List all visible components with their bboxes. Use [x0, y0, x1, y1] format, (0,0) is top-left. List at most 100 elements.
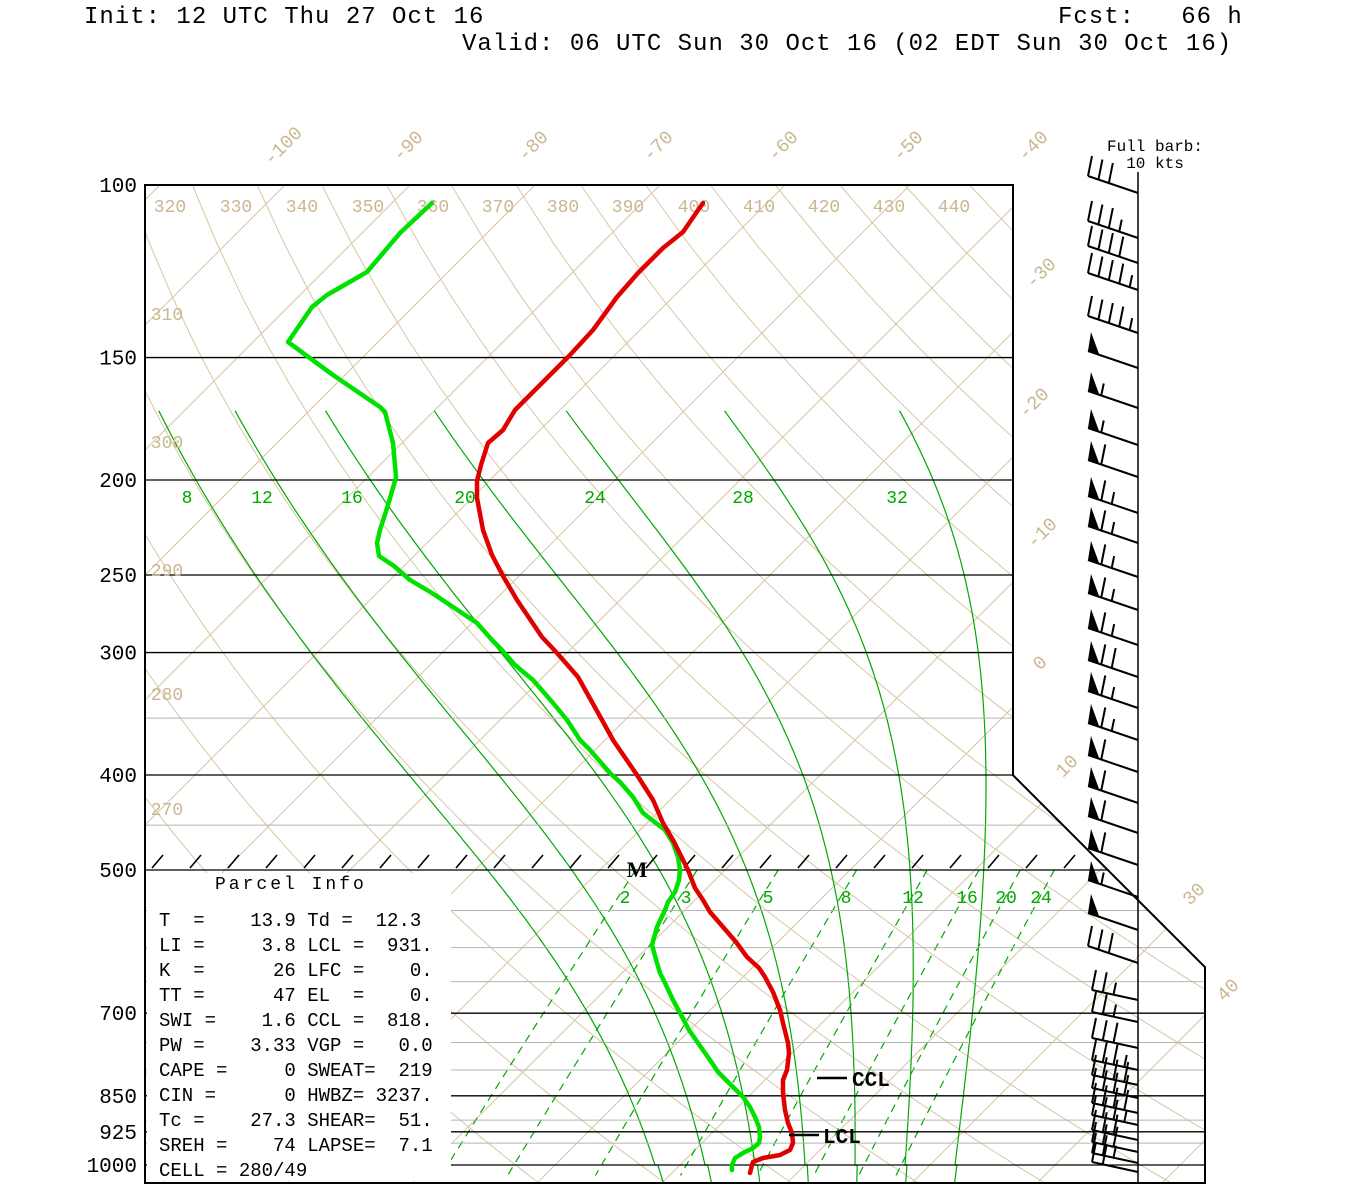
wind-barb	[1087, 704, 1139, 741]
theta-label: 350	[352, 198, 384, 218]
mixing-ratio-label: 16	[956, 889, 978, 909]
parcel-info-title: Parcel Info	[215, 875, 367, 895]
valid-time-label: Valid: 06 UTC Sun 30 Oct 16 (02 EDT Sun …	[462, 31, 1233, 58]
mixing-ratio-label: 24	[1030, 889, 1052, 909]
temperature-curve	[474, 200, 796, 1176]
freezing-hatch-marks	[151, 854, 1076, 869]
dry-adiabat-labels: 320 330 340 350 360 370 380 390 400 410 420 430 4403…	[151, 198, 970, 821]
theta-label: 370	[482, 198, 514, 218]
theta-label: 380	[547, 198, 579, 218]
theta-label: 330	[220, 198, 252, 218]
isotherm-label: -30	[1022, 254, 1062, 294]
wind-barb	[1091, 991, 1139, 1023]
moist-adiabat-label: 8	[182, 489, 193, 509]
wind-barb-legend: Full barb:10 kts	[1107, 138, 1203, 173]
pressure-label: 925	[99, 1123, 137, 1146]
wind-barb	[1087, 409, 1139, 446]
mixing-ratio-label: 5	[763, 889, 774, 909]
theta-label: 280	[151, 686, 183, 706]
wind-barb	[1087, 252, 1139, 291]
wind-barb	[1091, 1094, 1139, 1126]
theta-label: 360	[417, 198, 449, 218]
wind-barb	[1087, 332, 1139, 369]
isotherm-label: 10	[1052, 751, 1084, 783]
ccl-label: CCL	[852, 1070, 890, 1093]
theta-label: 270	[151, 801, 183, 821]
isotherm-label: -90	[389, 127, 429, 167]
isotherm-label: -40	[1014, 127, 1054, 167]
wind-barb	[1087, 507, 1139, 544]
pressure-label: 400	[99, 766, 137, 789]
theta-label: 390	[612, 198, 644, 218]
lcl-label: LCL	[823, 1127, 861, 1150]
wind-barb	[1091, 1132, 1139, 1164]
wind-barb	[1091, 1141, 1139, 1173]
pressure-label: 700	[99, 1004, 137, 1027]
wind-barb	[1087, 861, 1139, 898]
wind-barb	[1087, 574, 1139, 611]
wind-barb	[1087, 477, 1139, 514]
parcel-info-values: T = 13.9 Td = 12.3 LI = 3.8 LCL = 931. K…	[159, 910, 433, 1182]
theta-label: 410	[743, 198, 775, 218]
wind-barb	[1087, 736, 1139, 773]
moist-adiabats	[158, 410, 987, 1183]
mixing-ratio-label: 12	[902, 889, 924, 909]
mixing-ratio-lines	[440, 869, 1055, 1176]
wind-barb	[1087, 767, 1139, 804]
forecast-hour-label: Fcst: 66 h	[1058, 4, 1243, 31]
theta-label: 340	[286, 198, 318, 218]
moist-adiabat-label: 12	[251, 489, 273, 509]
wind-barb	[1091, 1082, 1139, 1114]
pressure-label: 150	[99, 349, 137, 372]
wind-barb	[1087, 829, 1139, 866]
init-time-label: Init: 12 UTC Thu 27 Oct 16	[84, 4, 485, 31]
wind-barb	[1087, 797, 1139, 834]
theta-label: 300	[151, 434, 183, 454]
pressure-label: 100	[99, 176, 137, 199]
isotherm-label: -80	[514, 127, 554, 167]
wind-barb	[1087, 295, 1139, 334]
green-line-labels: 8 12 16 20 24 28 32 2 3 5 8 12 16 20 24	[182, 489, 1052, 909]
mixing-ratio-label: 20	[995, 889, 1017, 909]
m-marker: M	[627, 857, 648, 882]
wind-barb	[1091, 969, 1139, 1001]
chart-border	[144, 184, 1206, 1184]
wind-barb	[1087, 894, 1139, 931]
isotherm-label: -60	[764, 127, 804, 167]
pressure-axis-labels: 100 150 200 250 300 400 500 700 850 925 1000	[87, 176, 137, 1179]
isotherm-label: 40	[1213, 975, 1245, 1007]
dewpoint-curve	[285, 200, 763, 1173]
isotherm-label: -10	[1023, 514, 1063, 554]
pressure-label: 300	[99, 644, 137, 667]
isotherm-label: 0	[1029, 652, 1053, 676]
wind-barb	[1087, 441, 1139, 478]
wind-legend-line1: Full barb:	[1107, 138, 1203, 156]
isotherm-label: 30	[1179, 879, 1211, 911]
pressure-label: 200	[99, 471, 137, 494]
isotherm-label: -70	[639, 127, 679, 167]
mixing-ratio-label: 8	[841, 889, 852, 909]
wind-barb	[1087, 372, 1139, 409]
wind-barb	[1087, 200, 1139, 239]
pressure-label: 1000	[87, 1156, 137, 1179]
mixing-ratio-label: 3	[681, 889, 692, 909]
pressure-label: 500	[99, 861, 137, 884]
theta-label: 320	[154, 198, 186, 218]
moist-adiabat-label: 32	[886, 489, 908, 509]
wind-barb	[1091, 1109, 1139, 1141]
wind-barb	[1091, 1054, 1139, 1086]
theta-label: 430	[873, 198, 905, 218]
isotherm-label: -100	[260, 123, 308, 171]
wind-barb	[1091, 1039, 1139, 1071]
theta-label: 440	[938, 198, 970, 218]
wind-barb	[1091, 1017, 1139, 1049]
mixing-ratio-label: 2	[620, 889, 631, 909]
pressure-label: 850	[99, 1087, 137, 1110]
wind-barb	[1087, 609, 1139, 646]
wind-legend-line2: 10 kts	[1126, 155, 1184, 173]
isotherm-label: -20	[1015, 384, 1055, 424]
parcel-info-box: Parcel Info T = 13.9 Td = 12.3 LI = 3.8 …	[147, 873, 451, 1182]
wind-barb	[1087, 641, 1139, 678]
wind-barb-column	[1087, 155, 1139, 1183]
